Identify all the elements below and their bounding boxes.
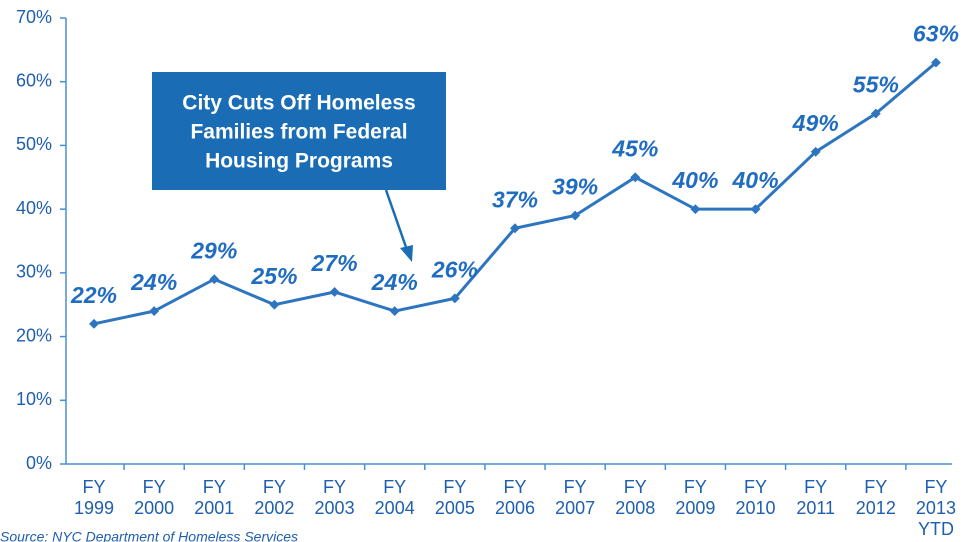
y-tick-label: 30% bbox=[16, 262, 52, 282]
point bbox=[149, 306, 160, 317]
x-tick-label: FY 2001 bbox=[194, 477, 234, 518]
y-tick-label: 0% bbox=[26, 453, 52, 473]
y-tick-label: 60% bbox=[16, 70, 52, 90]
x-tick-label: FY 1999 bbox=[74, 477, 114, 518]
annotation-arrowhead bbox=[400, 245, 413, 262]
x-tick-label: FY 2011 bbox=[796, 477, 835, 518]
x-tick-label: FY 2000 bbox=[134, 477, 174, 518]
annotation-line: Families from Federal bbox=[190, 121, 407, 144]
data-label: 37% bbox=[492, 186, 538, 212]
point bbox=[690, 204, 701, 215]
point bbox=[931, 57, 941, 68]
point bbox=[570, 210, 581, 221]
data-label: 27% bbox=[311, 250, 358, 276]
point bbox=[329, 287, 340, 297]
data-label: 39% bbox=[552, 174, 598, 200]
source: Source: NYC Department of Homeless Servi… bbox=[0, 529, 298, 542]
y-tick-label: 70% bbox=[16, 7, 52, 27]
x-tick-label: FY 2012 bbox=[856, 477, 896, 518]
point bbox=[870, 108, 881, 119]
point bbox=[449, 293, 460, 304]
y-tick-label: 40% bbox=[16, 198, 52, 218]
annotation-line: Housing Programs bbox=[205, 150, 393, 173]
x-tick-label: FY 2008 bbox=[615, 477, 655, 518]
point bbox=[269, 299, 280, 310]
x-tick-label: FY 2002 bbox=[254, 477, 294, 518]
x-tick-label: FY 2003 bbox=[315, 477, 355, 518]
x-tick-label: FY 2013 YTD bbox=[916, 477, 956, 539]
x-tick-label: FY 2005 bbox=[435, 477, 475, 518]
annotation-line: City Cuts Off Homeless bbox=[182, 92, 415, 115]
x-tick-label: FY 2004 bbox=[375, 477, 415, 518]
point bbox=[389, 306, 400, 317]
point bbox=[810, 146, 821, 157]
y-tick-label: 50% bbox=[16, 134, 52, 154]
point bbox=[89, 318, 99, 329]
data-label: 29% bbox=[190, 237, 237, 263]
data-label: 55% bbox=[853, 72, 899, 98]
x-tick-label: FY 2010 bbox=[736, 477, 776, 518]
x-tick-label: FY 2009 bbox=[675, 477, 715, 518]
point bbox=[750, 204, 761, 215]
point bbox=[630, 172, 641, 183]
data-label: 63% bbox=[913, 21, 959, 47]
data-label: 45% bbox=[611, 135, 658, 161]
data-label: 49% bbox=[792, 110, 839, 136]
data-label: 24% bbox=[371, 269, 418, 295]
x-tick-label: FY 2007 bbox=[555, 477, 595, 518]
data-label: 40% bbox=[671, 167, 718, 193]
annotation-box bbox=[152, 72, 446, 190]
point bbox=[209, 274, 220, 285]
data-label: 22% bbox=[70, 282, 117, 308]
data-label: 40% bbox=[732, 167, 779, 193]
y-tick-label: 20% bbox=[16, 325, 52, 345]
data-label: 24% bbox=[130, 269, 177, 295]
data-label: 25% bbox=[250, 263, 297, 289]
data-label: 26% bbox=[431, 256, 478, 282]
x-tick-label: FY 2006 bbox=[495, 477, 535, 518]
y-tick-label: 10% bbox=[16, 389, 52, 409]
annotation-arrow bbox=[384, 189, 409, 251]
